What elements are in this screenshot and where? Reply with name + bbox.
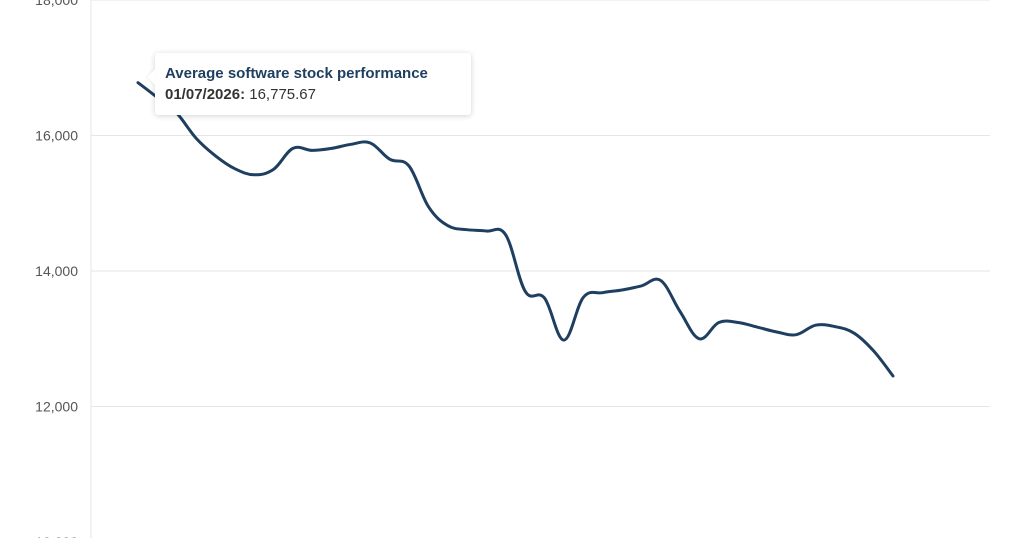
y-axis-ticks: 18,000 16,000 14,000 12,000 10,000: [35, 0, 78, 538]
y-tick-label: 14,000: [35, 263, 78, 279]
y-tick-label: 18,000: [35, 0, 78, 8]
tooltip: Average software stock performance 01/07…: [155, 53, 471, 115]
y-tick-label: 12,000: [35, 399, 78, 415]
y-tick-label: 10,000: [35, 534, 78, 538]
series-line[interactable]: [136, 81, 895, 378]
y-tick-label: 16,000: [35, 128, 78, 144]
tooltip-series-name: Average software stock performance: [165, 65, 428, 82]
tooltip-date: 01/07/2026:: [165, 86, 246, 103]
tooltip-value-row: 01/07/2026: 16,775.67: [165, 84, 461, 105]
tooltip-value: 16,775.67: [249, 86, 316, 103]
gridlines: [91, 0, 990, 407]
